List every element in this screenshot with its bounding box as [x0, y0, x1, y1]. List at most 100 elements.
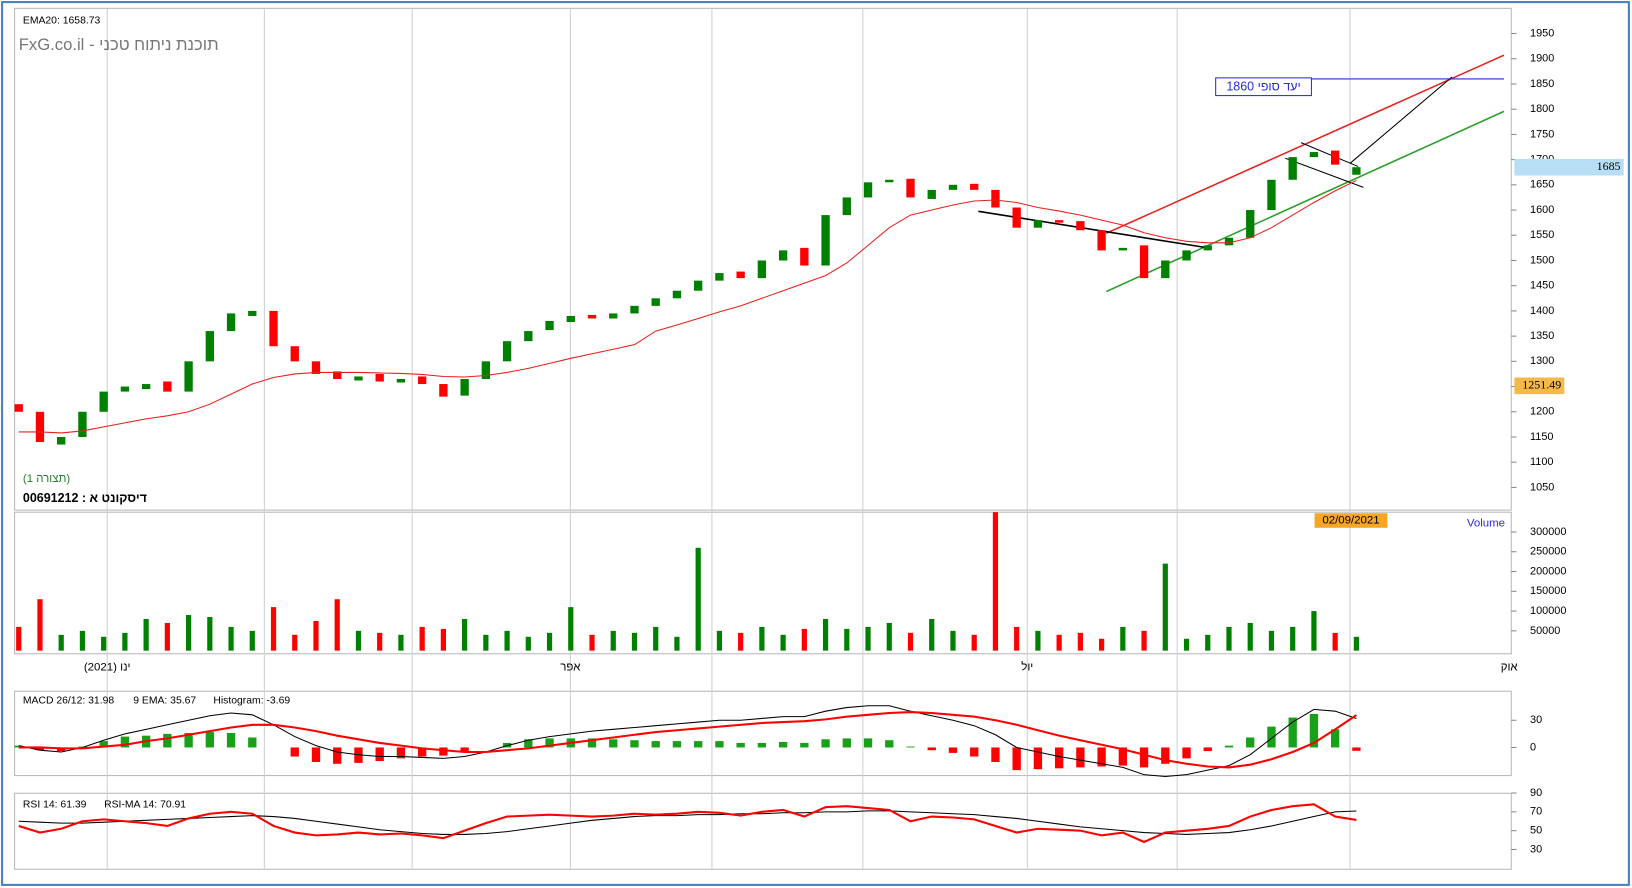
volume-bar — [143, 618, 149, 651]
volume-bar — [16, 626, 22, 651]
candle — [524, 331, 533, 342]
histogram-bar — [439, 747, 448, 756]
volume-bar — [631, 632, 638, 651]
candle — [78, 411, 87, 437]
volume-bar — [1247, 622, 1253, 651]
legend-entry: 9 EMA: 35.67 — [133, 695, 196, 706]
volume-bar — [822, 618, 829, 651]
y-tick-label: 50000 — [1530, 625, 1560, 637]
volume-bar — [1077, 632, 1083, 651]
histogram-bar — [1182, 747, 1191, 759]
candle — [991, 189, 1000, 208]
volume-bar — [1098, 638, 1105, 651]
volume-bar — [1311, 611, 1317, 651]
candle — [970, 183, 979, 190]
candle — [417, 376, 427, 385]
histogram-bar — [672, 741, 682, 748]
histogram-bar — [1012, 747, 1021, 771]
volume-bar — [674, 636, 680, 651]
histogram-bar — [417, 747, 427, 757]
y-tick-label: 1050 — [1530, 481, 1554, 493]
y-tick-label: 1350 — [1530, 330, 1554, 342]
histogram-bar — [1224, 745, 1234, 748]
last-price-box — [1514, 158, 1624, 176]
candle — [481, 361, 491, 379]
volume-bar — [1268, 630, 1275, 651]
date-label: 02/09/2021 — [1322, 515, 1379, 527]
histogram-bar — [1076, 747, 1085, 768]
candle — [672, 290, 682, 299]
volume-bar — [992, 512, 999, 651]
histogram-bar — [630, 740, 639, 748]
volume-bar — [759, 626, 765, 651]
y-tick-label: 50 — [1530, 825, 1542, 837]
layout-label: (תצורה 1) — [23, 473, 70, 485]
volume-bar — [695, 547, 701, 651]
candle — [226, 313, 236, 332]
candle — [1246, 210, 1255, 238]
histogram-bar — [970, 747, 979, 757]
y-tick-label: 70 — [1530, 806, 1542, 818]
volume-bar — [334, 599, 340, 651]
candle — [1352, 167, 1361, 175]
histogram-bar — [524, 739, 533, 748]
volume-bar — [1035, 630, 1041, 651]
y-tick-label: 250000 — [1530, 546, 1566, 558]
y-tick-label: 90 — [1530, 787, 1542, 799]
volume-bar — [716, 630, 723, 651]
histogram-bar — [991, 747, 1000, 762]
volume-bar — [1162, 563, 1168, 651]
volume-bar — [1014, 626, 1020, 651]
histogram-bar — [545, 738, 554, 748]
y-tick-label: 1400 — [1530, 305, 1554, 317]
legend-entry: RSI 14: 61.39 — [23, 799, 87, 810]
volume-bar — [1353, 636, 1359, 651]
candle — [715, 273, 724, 281]
support-line — [1106, 110, 1505, 293]
y-tick-label: 150000 — [1530, 585, 1566, 597]
line — [18, 179, 1357, 434]
volume-bar — [1141, 630, 1147, 651]
y-tick-label: 1650 — [1530, 179, 1554, 191]
panels — [14, 7, 1512, 870]
histogram-bar — [248, 737, 257, 748]
candle — [1224, 237, 1234, 246]
flag-line — [1300, 142, 1359, 168]
volume-bar — [58, 634, 64, 651]
candle — [587, 314, 597, 319]
line — [18, 810, 1357, 835]
histogram-bar — [35, 747, 45, 751]
volume-bar — [653, 626, 659, 651]
volume-bar — [1205, 634, 1211, 651]
volume-bar — [865, 626, 871, 651]
volume-bar — [228, 626, 234, 651]
histogram-bar — [927, 747, 936, 751]
volume-bar — [886, 622, 892, 651]
volume-bar — [355, 630, 362, 651]
histogram-bar — [821, 739, 830, 748]
candle — [651, 298, 660, 306]
y-tick-label: 30 — [1530, 843, 1542, 855]
y-tick-label: 1500 — [1530, 254, 1554, 266]
histogram-bar — [1161, 747, 1170, 764]
candle — [1330, 150, 1340, 165]
y-tick-label: 300000 — [1530, 526, 1566, 538]
candle — [821, 215, 830, 266]
volume-bar — [504, 630, 510, 651]
macd-panel — [14, 690, 1512, 777]
y-tick-label: 1600 — [1530, 204, 1554, 216]
target-box — [1215, 77, 1312, 97]
legend-entry: Histogram: -3.69 — [213, 695, 290, 706]
price-panel — [14, 7, 1512, 511]
volume-bar — [589, 634, 595, 651]
candle — [757, 260, 767, 279]
histogram-bar — [375, 747, 384, 762]
histogram-bar — [1097, 747, 1106, 767]
candle — [375, 373, 384, 382]
cursor-price-box — [1514, 377, 1565, 395]
candle — [927, 189, 936, 199]
candle — [460, 378, 469, 396]
histogram-bar — [694, 741, 703, 748]
volume-bar — [79, 630, 86, 651]
